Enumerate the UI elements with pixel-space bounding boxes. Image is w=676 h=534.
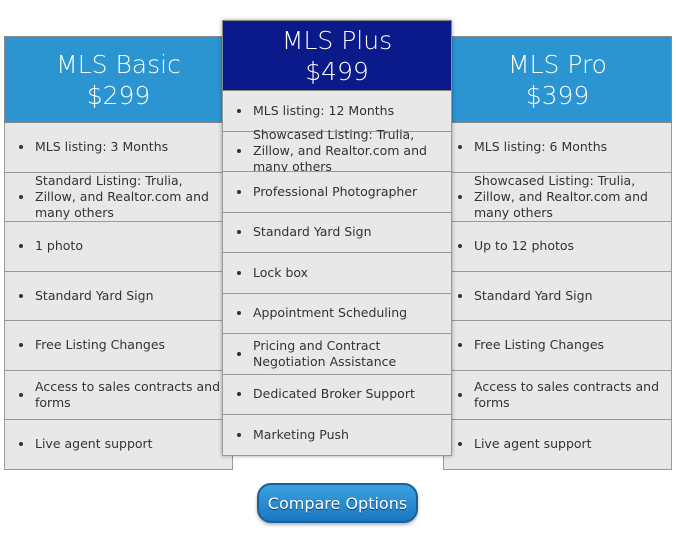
- feature-row: Showcased Listing: Trulia, Zillow, and R…: [443, 172, 672, 222]
- feature-row: 1 photo: [4, 222, 233, 272]
- feature-row: MLS listing: 12 Months: [222, 91, 452, 132]
- feature-row: Dedicated Broker Support: [222, 374, 452, 415]
- feature-row: Showcased Listing: Trulia, Zillow, and R…: [222, 127, 452, 174]
- feature-row: Live agent support: [443, 420, 672, 470]
- plan-header: MLS Basic $299: [4, 36, 233, 123]
- feature-row: Professional Photographer: [222, 172, 452, 213]
- plan-column: MLS Plus $499 MLS listing: 12 Months Showca…: [222, 20, 452, 456]
- plan-name: MLS Pro: [508, 49, 607, 79]
- plan-header: MLS Plus $499: [222, 20, 452, 91]
- feature-row: Access to sales contracts and forms: [443, 370, 672, 420]
- feature-row: Pricing and Contract Negotiation Assista…: [222, 334, 452, 375]
- feature-row: Standard Listing: Trulia, Zillow, and Re…: [4, 172, 233, 222]
- plan-header: MLS Pro $399: [443, 36, 672, 123]
- feature-row: Free Listing Changes: [443, 321, 672, 371]
- feature-row: Marketing Push: [222, 415, 452, 456]
- plan-name: MLS Plus: [281, 25, 393, 55]
- feature-row: Live agent support: [4, 420, 233, 470]
- plan-price: $499: [305, 56, 369, 86]
- plan-price: $299: [86, 80, 151, 110]
- feature-row: Access to sales contracts and forms: [4, 370, 233, 420]
- compare-button[interactable]: Compare Options: [257, 483, 418, 523]
- plan-price: $399: [525, 80, 590, 110]
- feature-row: Appointment Scheduling: [222, 293, 452, 334]
- feature-row: Standard Yard Sign: [4, 271, 233, 321]
- feature-row: Up to 12 photos: [443, 222, 672, 272]
- plan-name: MLS Basic: [56, 49, 181, 79]
- feature-row: Standard Yard Sign: [222, 212, 452, 253]
- feature-row: MLS listing: 6 Months: [443, 123, 672, 173]
- feature-row: Lock box: [222, 253, 452, 294]
- plan-column: MLS Basic $299 MLS listing: 3 Months Standa…: [4, 36, 233, 470]
- feature-row: MLS listing: 3 Months: [4, 123, 233, 173]
- feature-row: Free Listing Changes: [4, 321, 233, 371]
- feature-row: Standard Yard Sign: [443, 271, 672, 321]
- plan-column: MLS Pro $399 MLS listing: 6 Months Showcase…: [443, 36, 672, 470]
